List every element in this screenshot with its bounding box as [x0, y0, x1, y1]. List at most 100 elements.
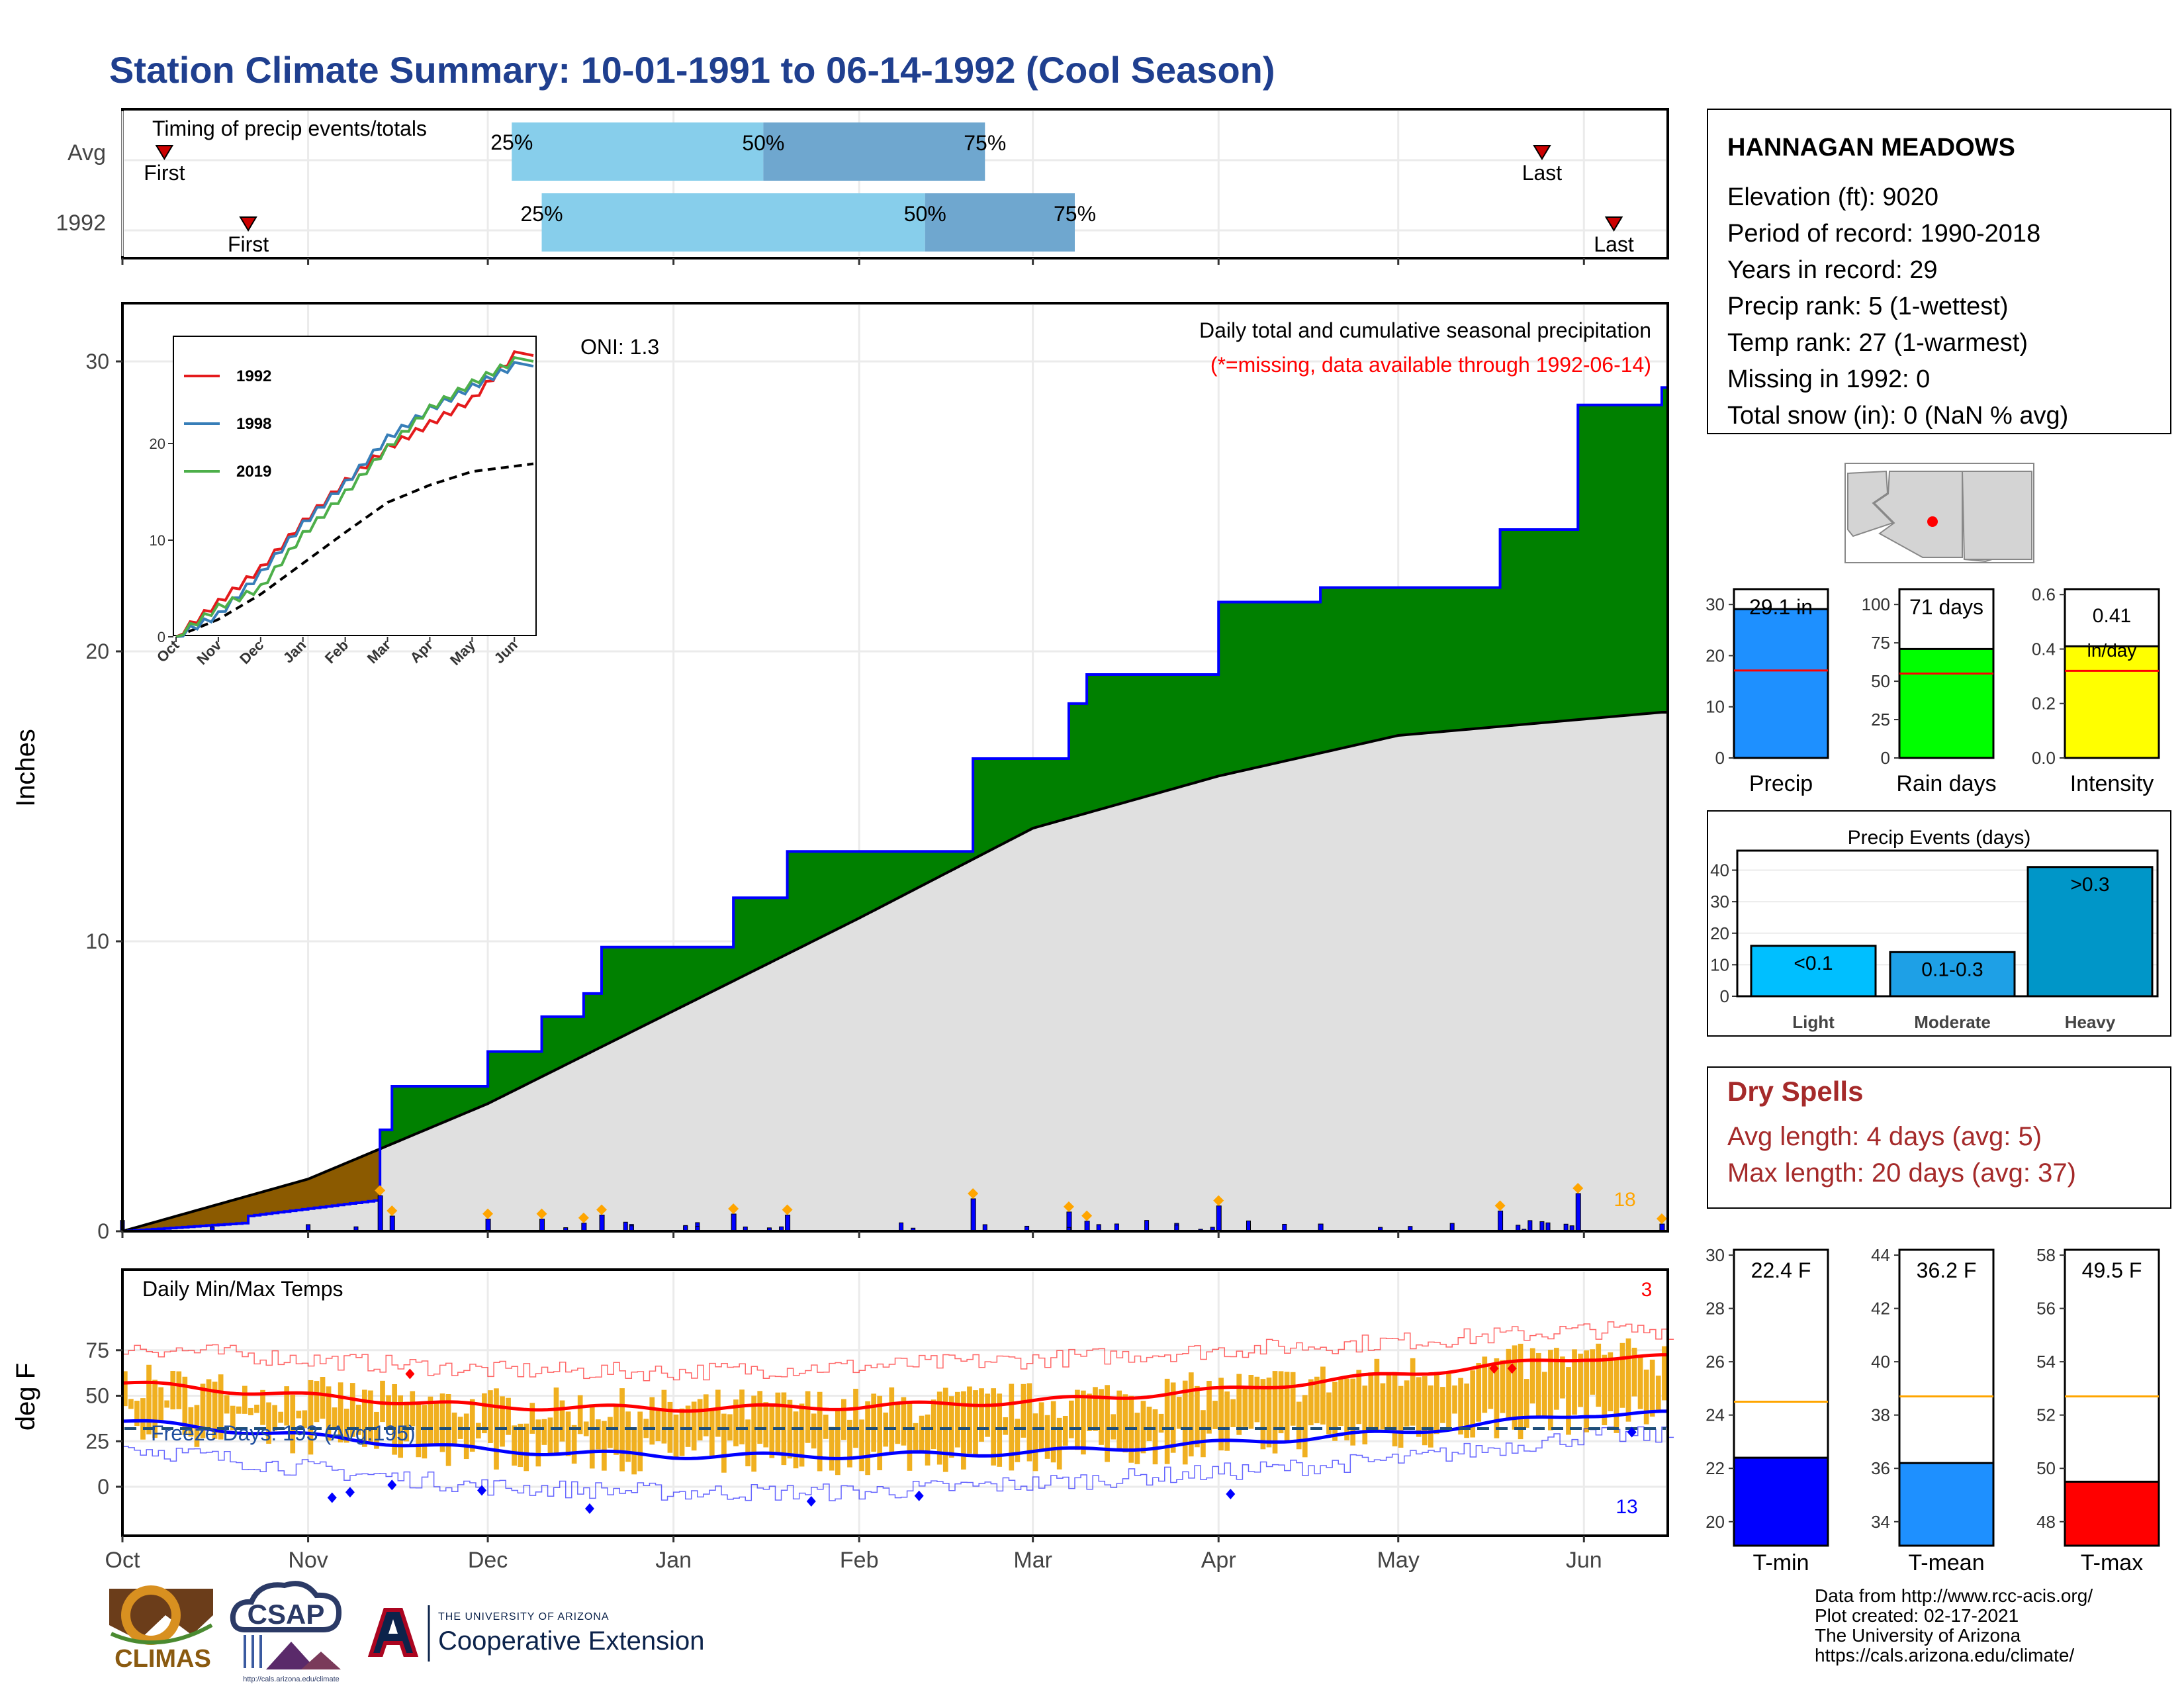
- footer-line-0: Data from http://www.rcc-acis.org/: [1815, 1585, 2093, 1606]
- average-area: [122, 712, 1668, 1231]
- daily-temp-bar: [1554, 1348, 1559, 1410]
- timing-p50-label: 50%: [904, 202, 946, 226]
- temp-ytick-label: 75: [85, 1338, 109, 1362]
- record-max-marker: [1507, 1363, 1517, 1374]
- daily-temp-bar: [1296, 1401, 1302, 1450]
- precip-missing-note: (*=missing, data available through 1992-…: [1210, 353, 1651, 377]
- temp-summary-bar: [2064, 1480, 2160, 1547]
- daily-temp-bar: [302, 1410, 308, 1429]
- daily-temp-bar: [1440, 1387, 1445, 1423]
- daily-precip-bar: [1498, 1210, 1504, 1232]
- daily-precip-bar: [485, 1219, 491, 1232]
- daily-precip-bar: [1216, 1205, 1222, 1232]
- daily-temp-bar: [751, 1395, 756, 1472]
- daily-precip-bar: [1084, 1221, 1090, 1232]
- events-ytick-label: 10: [1710, 955, 1729, 974]
- daily-temp-bar: [1003, 1417, 1009, 1435]
- daily-temp-bar: [1470, 1370, 1476, 1438]
- record-min-marker: [345, 1487, 355, 1498]
- daily-temp-bar: [1116, 1390, 1122, 1451]
- temp-summary-ytick-label: 24: [1706, 1405, 1725, 1425]
- temp-panel: 0 25 50 75 Oct Nov Dec Jan Feb Mar Apr May Jun deg F…: [11, 1268, 1674, 1573]
- daily-temp-bar: [1398, 1385, 1404, 1448]
- daily-temp-bar: [637, 1411, 643, 1472]
- csap-logo: CSAP http://cals.arizona.edu/climate: [230, 1581, 342, 1683]
- csap-url-text: http://cals.arizona.edu/climate: [243, 1675, 340, 1683]
- daily-temp-bar: [433, 1401, 439, 1446]
- daily-temp-bar: [1625, 1338, 1631, 1422]
- daily-temp-bar: [1518, 1343, 1524, 1440]
- daily-temp-bar: [1009, 1383, 1015, 1471]
- dry-spells-box: Dry Spells Avg length: 4 days (avg: 5) M…: [1707, 1066, 2171, 1209]
- temp-summary-label: T-max: [2081, 1550, 2143, 1575]
- daily-temp-bar: [571, 1425, 577, 1464]
- precip-events-chart: Precip Events (days) 0 10 20 30 40 <0.1 Light 0…: [1707, 810, 2171, 1037]
- daily-temp-bar: [1566, 1367, 1571, 1435]
- mini-bar-value-label: 29.1 in: [1749, 595, 1813, 619]
- daily-temp-bar: [1476, 1363, 1482, 1422]
- daily-temp-bar: [278, 1411, 284, 1423]
- temp-summary-ytick-label: 48: [2036, 1512, 2056, 1532]
- mini-bar-ytick-label: 0.2: [2032, 694, 2056, 714]
- daily-temp-bar: [541, 1419, 547, 1445]
- inset-legend-label: 1992: [236, 367, 271, 385]
- climas-logo-text: CLIMAS: [114, 1645, 211, 1673]
- daily-temp-bar: [170, 1371, 176, 1410]
- mini-bar-value-label: 71 days: [1909, 595, 1983, 619]
- daily-temp-bar: [260, 1389, 265, 1425]
- events-bar-label: <0.1: [1794, 953, 1833, 974]
- daily-temp-bar: [1093, 1387, 1098, 1431]
- daily-temp-bar: [619, 1388, 625, 1472]
- timing-p50-label: 50%: [742, 131, 784, 155]
- temp-summary-ytick-label: 30: [1706, 1245, 1725, 1265]
- daily-temp-bar: [1535, 1352, 1541, 1417]
- timing-first-label: First: [228, 232, 269, 256]
- daily-temp-bar: [602, 1421, 607, 1471]
- freeze-days-label: Freeze Days: 193 (Avg:195): [151, 1421, 416, 1445]
- daily-temp-bar: [985, 1393, 990, 1437]
- daily-temp-bar: [404, 1401, 410, 1442]
- mini-bar-ytick-label: 50: [1871, 671, 1890, 691]
- daily-temp-bar: [913, 1423, 919, 1450]
- daily-temp-bar: [386, 1395, 391, 1428]
- daily-temp-bar: [817, 1391, 823, 1472]
- temp-summary-ytick-label: 58: [2036, 1245, 2056, 1265]
- daily-temp-bar: [1338, 1378, 1343, 1427]
- inset-line-2019: [175, 355, 534, 638]
- precip-ytick-label: 30: [85, 350, 109, 373]
- daily-temp-bar: [805, 1391, 811, 1443]
- heavy-event-marker: [578, 1212, 589, 1223]
- mini-bar-label: Precip: [1749, 771, 1813, 796]
- daily-temp-bar: [475, 1423, 481, 1439]
- daily-temp-bar: [583, 1421, 589, 1436]
- daily-temp-bar: [523, 1423, 529, 1472]
- daily-temp-bar: [745, 1419, 751, 1467]
- daily-temp-bar: [577, 1395, 583, 1434]
- daily-temp-bar: [488, 1390, 493, 1444]
- daily-precip-bar: [1144, 1220, 1150, 1232]
- daily-precip-bar: [785, 1214, 791, 1232]
- daily-temp-bar: [925, 1414, 931, 1466]
- daily-temp-bar: [1038, 1402, 1044, 1450]
- heavy-event-marker: [375, 1185, 386, 1196]
- timing-panel: 25% 50% 75% First Last 25% 50% 75% First Last Tim…: [56, 108, 1669, 265]
- temp-summary-chart-2: 48 50 52 54 56 58 49.5 F T-max: [2036, 1245, 2160, 1575]
- daily-temp-bar: [158, 1387, 163, 1421]
- temp-title: Daily Min/Max Temps: [142, 1277, 343, 1301]
- footer-line-2: The University of Arizona: [1815, 1625, 2021, 1646]
- precip-panel: 0 10 20 30 Inches Daily total and cumulativ…: [11, 302, 1669, 1243]
- daily-temp-bar: [224, 1395, 230, 1414]
- avg-max-line: [122, 1353, 1668, 1413]
- daily-temp-bar: [614, 1405, 619, 1455]
- daily-temp-bar: [380, 1380, 385, 1423]
- daily-temp-bar: [416, 1403, 422, 1458]
- daily-temp-bar: [865, 1401, 870, 1476]
- mini-bar-ytick-label: 0.6: [2032, 585, 2056, 604]
- daily-precip-bar: [1539, 1221, 1545, 1232]
- daily-temp-bar: [1529, 1348, 1535, 1404]
- daily-temp-bar: [547, 1417, 553, 1454]
- daily-temp-bar: [248, 1407, 253, 1415]
- mini-bar-ytick-label: 0: [1715, 748, 1725, 768]
- temp-summary-label: T-min: [1753, 1550, 1809, 1575]
- daily-temp-bar: [889, 1387, 895, 1454]
